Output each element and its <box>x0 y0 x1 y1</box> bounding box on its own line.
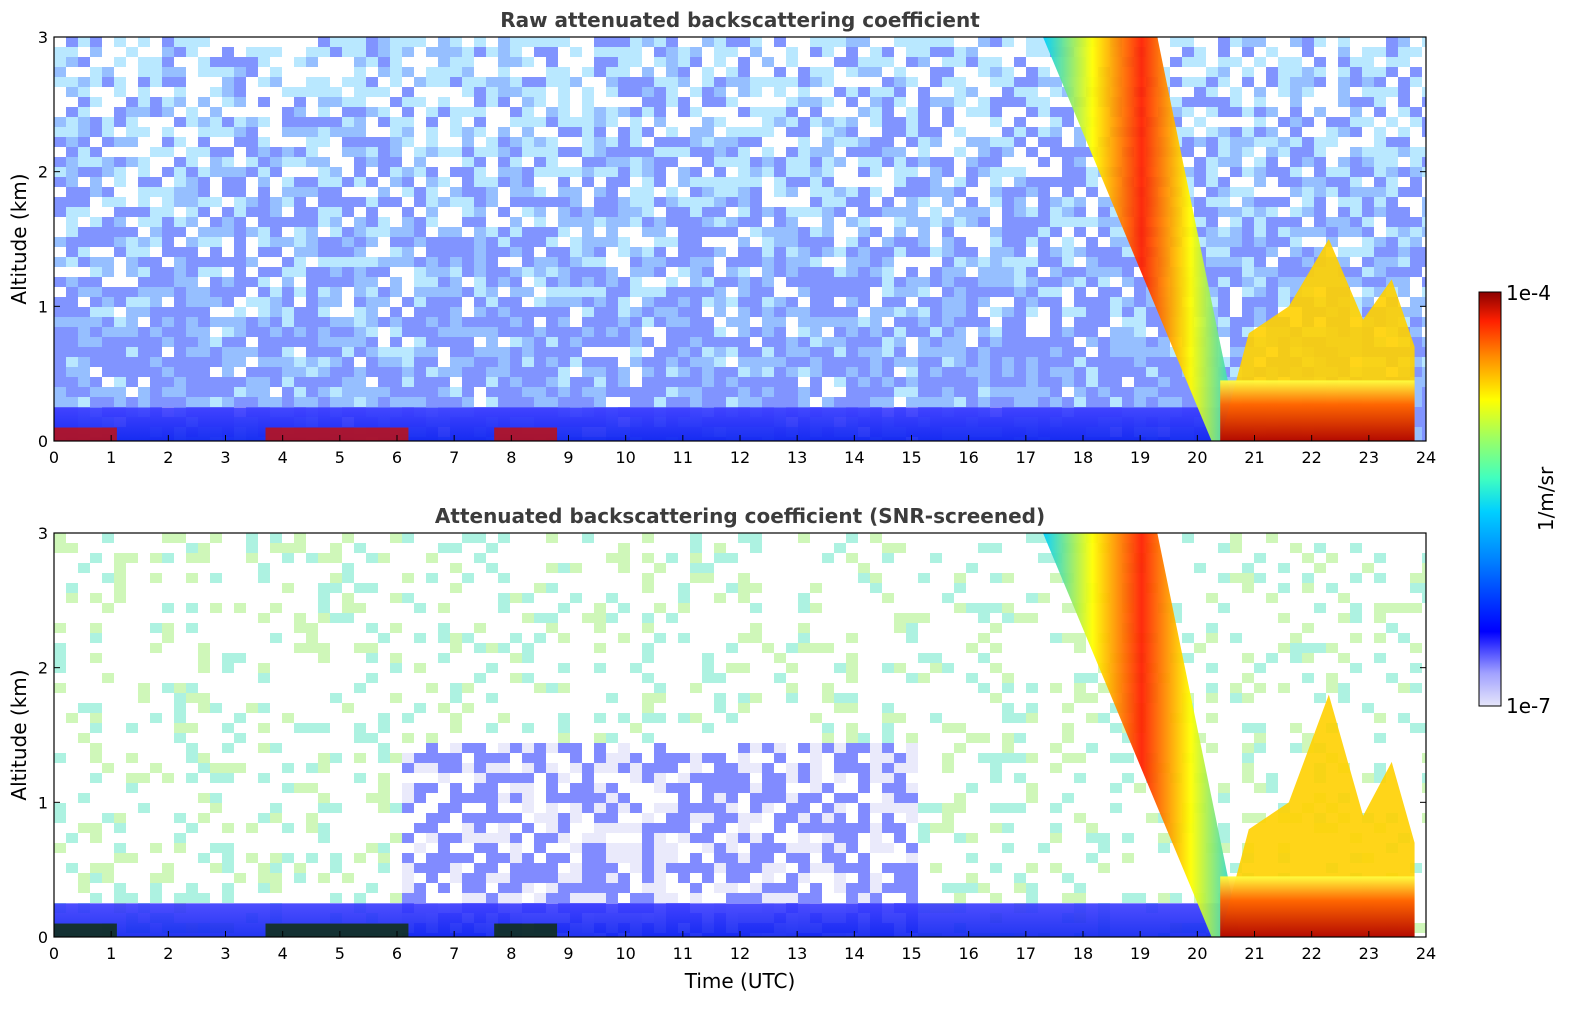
x-tick-label: 17 <box>1016 448 1036 467</box>
chart-title: Attenuated backscattering coefficient (S… <box>435 504 1045 528</box>
heatmap-features <box>54 533 1415 937</box>
x-tick-label: 3 <box>220 448 230 467</box>
y-axis-label: Altitude (km) <box>7 669 31 800</box>
boundary-layer-band <box>54 407 1232 441</box>
x-tick-label: 4 <box>278 448 288 467</box>
x-tick-label: 11 <box>673 448 693 467</box>
x-tick-label: 2 <box>163 944 173 963</box>
x-tick-label: 0 <box>49 448 59 467</box>
x-tick-label: 10 <box>615 944 635 963</box>
x-tick-label: 24 <box>1416 448 1436 467</box>
x-tick-label: 23 <box>1359 944 1379 963</box>
x-tick-label: 14 <box>844 448 864 467</box>
x-tick-label: 12 <box>730 944 750 963</box>
x-axis-ticks: 0 1 2 3 4 5 6 7 8 9 10 11 12 13 14 15 16 17 18 19 20 21 22 23 24 <box>49 931 1436 963</box>
y-tick-label: 2 <box>38 659 48 678</box>
x-tick-label: 21 <box>1244 944 1264 963</box>
colorbar-label: 1/m/sr <box>1534 466 1558 531</box>
surface-backscatter-band <box>54 427 117 441</box>
colorbar: 1e-4 1e-7 1/m/sr <box>1478 281 1558 718</box>
x-tick-label: 16 <box>958 448 978 467</box>
surface-backscatter-band <box>265 427 409 441</box>
x-tick-label: 9 <box>563 448 573 467</box>
x-tick-label: 6 <box>392 944 402 963</box>
x-tick-label: 21 <box>1244 448 1264 467</box>
colorbar-max-label: 1e-4 <box>1506 281 1551 305</box>
x-tick-label: 8 <box>506 448 516 467</box>
descending-layer <box>1042 37 1241 441</box>
x-tick-label: 16 <box>958 944 978 963</box>
surface-backscatter-band <box>494 427 558 441</box>
x-tick-label: 13 <box>787 448 807 467</box>
surface-backscatter-band <box>494 923 558 937</box>
panel-raw: Raw attenuated backscattering coefficien… <box>7 8 1436 467</box>
x-tick-label: 15 <box>901 448 921 467</box>
x-axis-ticks: 0 1 2 3 4 5 6 7 8 9 10 11 12 13 14 15 16 17 18 19 20 21 22 23 24 <box>49 435 1436 467</box>
y-axis-ticks: 0 1 2 3 <box>38 524 1426 947</box>
x-tick-label: 14 <box>844 944 864 963</box>
x-tick-label: 9 <box>563 944 573 963</box>
x-tick-label: 3 <box>220 944 230 963</box>
y-tick-label: 3 <box>38 28 48 47</box>
x-tick-label: 4 <box>278 944 288 963</box>
heatmap-features <box>54 37 1415 441</box>
x-tick-label: 13 <box>787 944 807 963</box>
surface-backscatter-band <box>54 923 117 937</box>
x-tick-label: 5 <box>335 944 345 963</box>
panel-snr-screened: Attenuated backscattering coefficient (S… <box>7 504 1436 993</box>
y-axis-label: Altitude (km) <box>7 173 31 304</box>
x-tick-label: 2 <box>163 448 173 467</box>
x-tick-label: 1 <box>106 944 116 963</box>
x-axis-label: Time (UTC) <box>684 969 796 993</box>
x-tick-label: 12 <box>730 448 750 467</box>
x-tick-label: 6 <box>392 448 402 467</box>
x-tick-label: 19 <box>1130 944 1150 963</box>
x-tick-label: 8 <box>506 944 516 963</box>
x-tick-label: 0 <box>49 944 59 963</box>
late-plume-core <box>1220 876 1415 937</box>
x-tick-label: 15 <box>901 944 921 963</box>
colorbar-gradient <box>1478 291 1502 707</box>
x-tick-label: 18 <box>1073 944 1093 963</box>
x-tick-label: 22 <box>1301 448 1321 467</box>
x-tick-label: 22 <box>1301 944 1321 963</box>
chart-title: Raw attenuated backscattering coefficien… <box>500 8 980 32</box>
x-tick-label: 11 <box>673 944 693 963</box>
y-tick-label: 0 <box>38 928 48 947</box>
y-axis-ticks: 0 1 2 3 <box>38 28 1426 451</box>
x-tick-label: 7 <box>449 944 459 963</box>
x-tick-label: 24 <box>1416 944 1436 963</box>
descending-layer <box>1042 533 1241 937</box>
x-tick-label: 7 <box>449 448 459 467</box>
x-tick-label: 17 <box>1016 944 1036 963</box>
x-tick-label: 20 <box>1187 944 1207 963</box>
y-tick-label: 3 <box>38 524 48 543</box>
x-tick-label: 1 <box>106 448 116 467</box>
x-tick-label: 5 <box>335 448 345 467</box>
y-tick-label: 0 <box>38 432 48 451</box>
y-tick-label: 1 <box>38 297 48 316</box>
surface-backscatter-band <box>265 923 409 937</box>
boundary-layer-band <box>54 903 1232 937</box>
y-tick-label: 2 <box>38 163 48 182</box>
late-plume-core <box>1220 380 1415 441</box>
x-tick-label: 18 <box>1073 448 1093 467</box>
x-tick-label: 10 <box>615 448 635 467</box>
x-tick-label: 20 <box>1187 448 1207 467</box>
x-tick-label: 19 <box>1130 448 1150 467</box>
colorbar-min-label: 1e-7 <box>1506 694 1551 718</box>
x-tick-label: 23 <box>1359 448 1379 467</box>
y-tick-label: 1 <box>38 793 48 812</box>
